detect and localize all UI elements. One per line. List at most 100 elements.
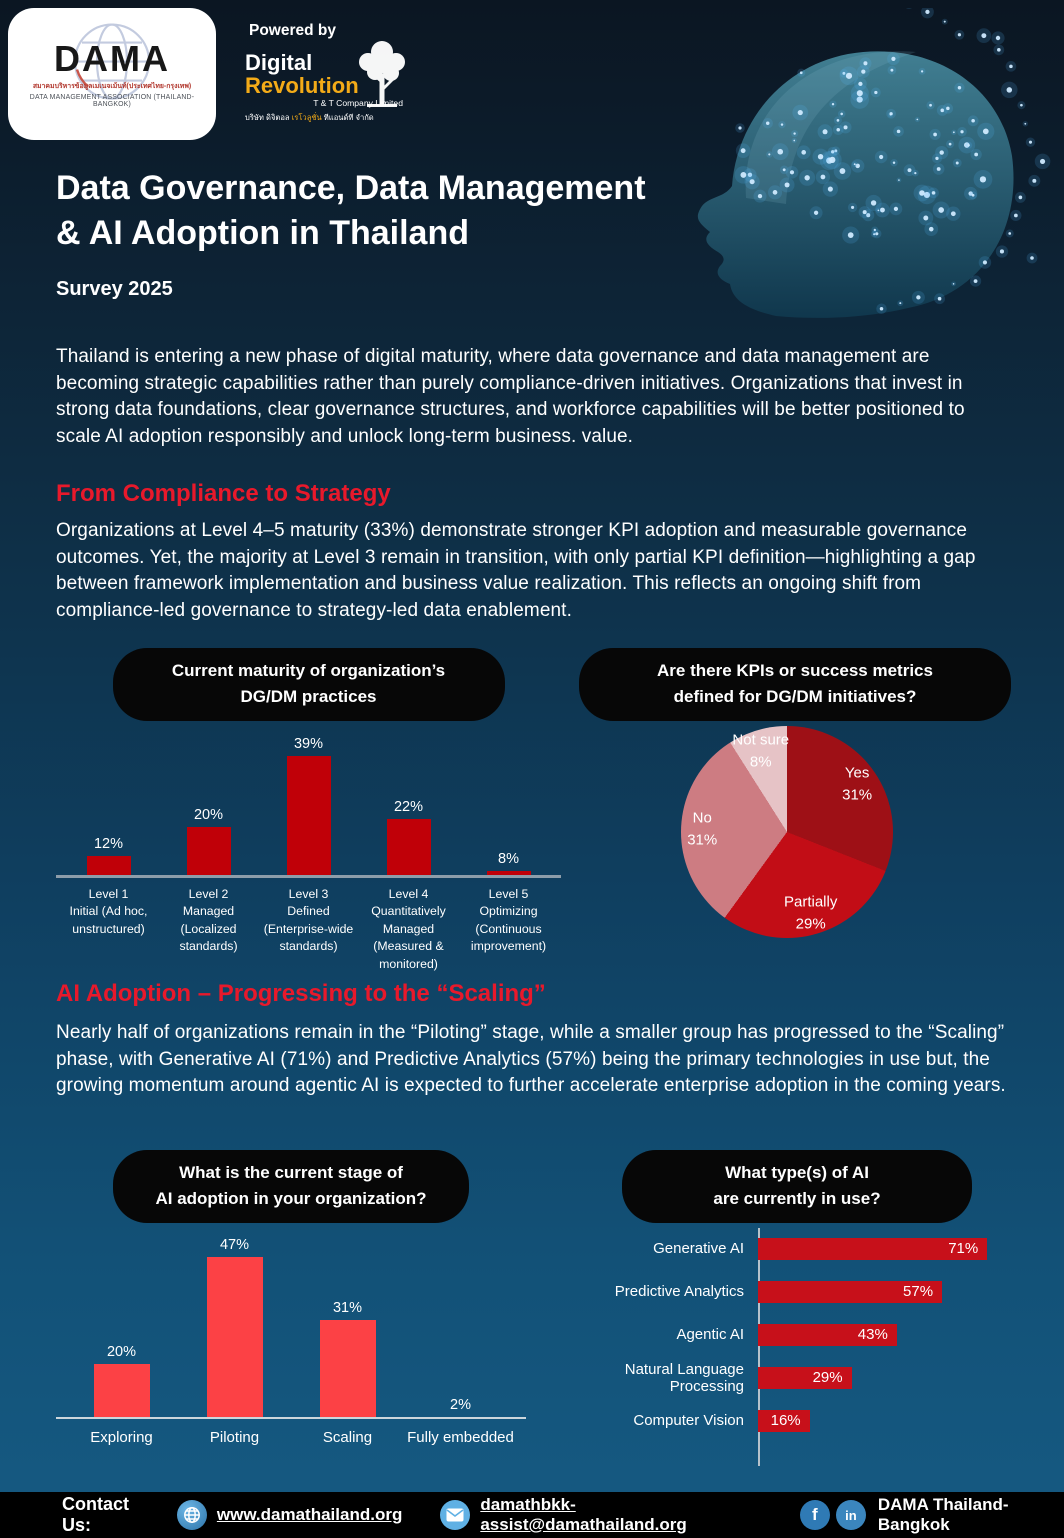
chart-title-pill: Are there KPIs or success metrics defined… — [579, 648, 1011, 721]
types-value-label: 29% — [812, 1369, 843, 1387]
facebook-icon[interactable]: f — [799, 1500, 830, 1530]
types-bar-track: 57% — [758, 1280, 1036, 1303]
chart-kpi: Are there KPIs or success metrics defined… — [565, 648, 1025, 938]
bar-category-label: Piloting — [209, 1428, 260, 1446]
contact-label: Contact Us: — [62, 1494, 129, 1535]
bar — [93, 1363, 150, 1417]
bar-category-label: Exploring — [90, 1428, 153, 1446]
tree-icon — [353, 36, 411, 121]
chart-title-pill: Current maturity of organization’s DG/DM … — [112, 648, 505, 721]
chart-types: What type(s) of AI are currently in use? … — [558, 1150, 1036, 1466]
digital-revolution-logo: Digital Revolution T & T Company Limited… — [245, 41, 405, 124]
head-silhouette — [697, 51, 1014, 318]
footer: Contact Us: www.damathailand.org damathb… — [0, 1492, 1064, 1538]
types-bar-track: 71% — [758, 1237, 1036, 1260]
survey-subtitle: Survey 2025 — [56, 278, 173, 300]
types-category-label: Predictive Analytics — [614, 1283, 744, 1301]
pie-slice-label: Not sure 8% — [732, 731, 790, 771]
maturity-labels: Level 1 Initial (Ad hoc, unstructured) Lev… — [56, 886, 561, 973]
types-bar: 57% — [758, 1280, 943, 1303]
section-heading-ai: AI Adoption – Progressing to the “Scalin… — [56, 980, 546, 1007]
email-link[interactable]: damathbkk-assist@damathailand.org — [480, 1495, 687, 1534]
chart-title-line: are currently in use? — [713, 1189, 881, 1209]
brain-head-illustration — [697, 8, 1051, 318]
bar-column: 12% — [59, 836, 159, 875]
bar-column: 8% — [459, 851, 559, 875]
types-value-label: 71% — [948, 1240, 979, 1258]
types-rows: Generative AI 71% Predictive Analytics 57% A… — [558, 1227, 1036, 1466]
types-row: Predictive Analytics 57% — [558, 1280, 1036, 1303]
bar — [319, 1319, 376, 1417]
neural-dots — [734, 8, 1051, 314]
globe-icon[interactable] — [176, 1500, 207, 1530]
types-row: Natural Language Processing 29% — [558, 1361, 1036, 1395]
chart-maturity: Current maturity of organization’s DG/DM … — [56, 648, 561, 973]
bar-category-label: Fully embedded — [407, 1428, 514, 1446]
bar — [86, 856, 131, 875]
bar-value-label: 39% — [293, 736, 324, 753]
bar-category-label: Scaling — [322, 1428, 373, 1446]
section-heading-compliance: From Compliance to Strategy — [56, 480, 391, 507]
dama-caption-thai: สมาคมบริหารข้อมูลเมเนจเม้นท์(ประเทศไทย-ก… — [32, 82, 192, 90]
types-row: Generative AI 71% — [558, 1237, 1036, 1260]
dr-wordmark-digital: Digital — [245, 50, 313, 75]
stage-labels: Exploring Piloting Scaling Fully embedded — [56, 1427, 526, 1448]
types-value-label: 43% — [857, 1326, 888, 1344]
types-bar-track: 43% — [758, 1323, 1036, 1346]
types-axis-line — [758, 1227, 760, 1466]
website-link[interactable]: www.damathailand.org — [216, 1505, 403, 1524]
types-category-label: Agentic AI — [676, 1326, 744, 1344]
dr-thai-line: บริษัท ดิจิตอล เรโวลูชั่น ทีแอนด์ที จำกั… — [245, 113, 374, 123]
bar-value-label: 47% — [219, 1236, 250, 1253]
types-category-label: Computer Vision — [633, 1412, 744, 1430]
kpi-pie: Yes 31% Partially 29% No 31% Not sure 8% — [681, 725, 893, 938]
bar-column: 47% — [178, 1237, 291, 1417]
head-highlight — [745, 51, 916, 204]
bar-column: 31% — [291, 1300, 404, 1417]
powered-by-label: Powered by — [249, 22, 336, 39]
dama-wordmark: DAMA — [54, 37, 170, 79]
types-bar: 16% — [758, 1409, 810, 1432]
dama-logo-card: DAMA สมาคมบริหารข้อมูลเมเนจเม้นท์(ประเทศ… — [8, 8, 216, 140]
types-value-label: 16% — [770, 1412, 801, 1430]
stage-bars: 20% 47% 31% 2% — [56, 1223, 526, 1419]
bar-value-label: 20% — [106, 1343, 137, 1360]
bar — [206, 1256, 263, 1417]
mail-icon[interactable] — [440, 1500, 471, 1530]
bar-value-label: 12% — [93, 836, 124, 853]
bar-value-label: 31% — [332, 1299, 363, 1316]
types-value-label: 57% — [903, 1283, 934, 1301]
bar-value-label: 20% — [193, 806, 224, 823]
bar-value-label: 2% — [450, 1396, 471, 1413]
chart-stage: What is the current stage of AI adoption … — [56, 1150, 526, 1448]
chart-title-line: Are there KPIs or success metrics — [657, 661, 933, 680]
pie-slice-label: Partially 29% — [783, 893, 838, 933]
chart-title-line: AI adoption in your organization? — [155, 1189, 427, 1209]
types-bar: 71% — [758, 1237, 988, 1260]
bar-category-label: Level 5 Optimizing (Continuous improvemen… — [470, 886, 547, 954]
dama-caption-en: DATA MANAGEMENT ASSOCIATION (THAILAND-BA… — [29, 93, 195, 108]
bar-column: 2% — [404, 1397, 517, 1417]
bar-value-label: 8% — [498, 851, 519, 868]
chart-title-line: DG/DM practices — [240, 687, 377, 707]
bar-column: 39% — [259, 736, 359, 875]
dr-wordmark-revolution: Revolution — [245, 73, 359, 98]
bar-column: 22% — [359, 799, 459, 875]
types-bar: 29% — [758, 1366, 852, 1389]
maturity-bars: 12% 20% 39% 22% 8% — [56, 723, 561, 878]
bar-category-label: Level 4 Quantitatively Managed (Measured … — [371, 886, 446, 971]
section-paragraph-compliance: Organizations at Level 4–5 maturity (33%… — [56, 520, 976, 621]
pie-slice-label: Yes 31% — [842, 764, 873, 804]
bar-category-label: Level 1 Initial (Ad hoc, unstructured) — [69, 886, 148, 936]
section-paragraph-ai: Nearly half of organizations remain in t… — [56, 1022, 1006, 1097]
bar-category-label: Level 3 Defined (Enterprise-wide standard… — [263, 886, 354, 954]
chart-title-pill: What type(s) of AI are currently in use? — [622, 1150, 972, 1223]
dama-logo: DAMA สมาคมบริหารข้อมูลเมเนจเม้นท์(ประเทศ… — [27, 23, 197, 108]
bar-column: 20% — [65, 1344, 178, 1417]
bar-value-label: 22% — [393, 799, 424, 816]
intro-paragraph: Thailand is entering a new phase of digi… — [56, 346, 965, 447]
linkedin-icon[interactable]: in — [835, 1500, 866, 1530]
bar-category-label: Level 2 Managed (Localized standards) — [179, 886, 238, 954]
dama-globe-icon — [56, 21, 168, 108]
